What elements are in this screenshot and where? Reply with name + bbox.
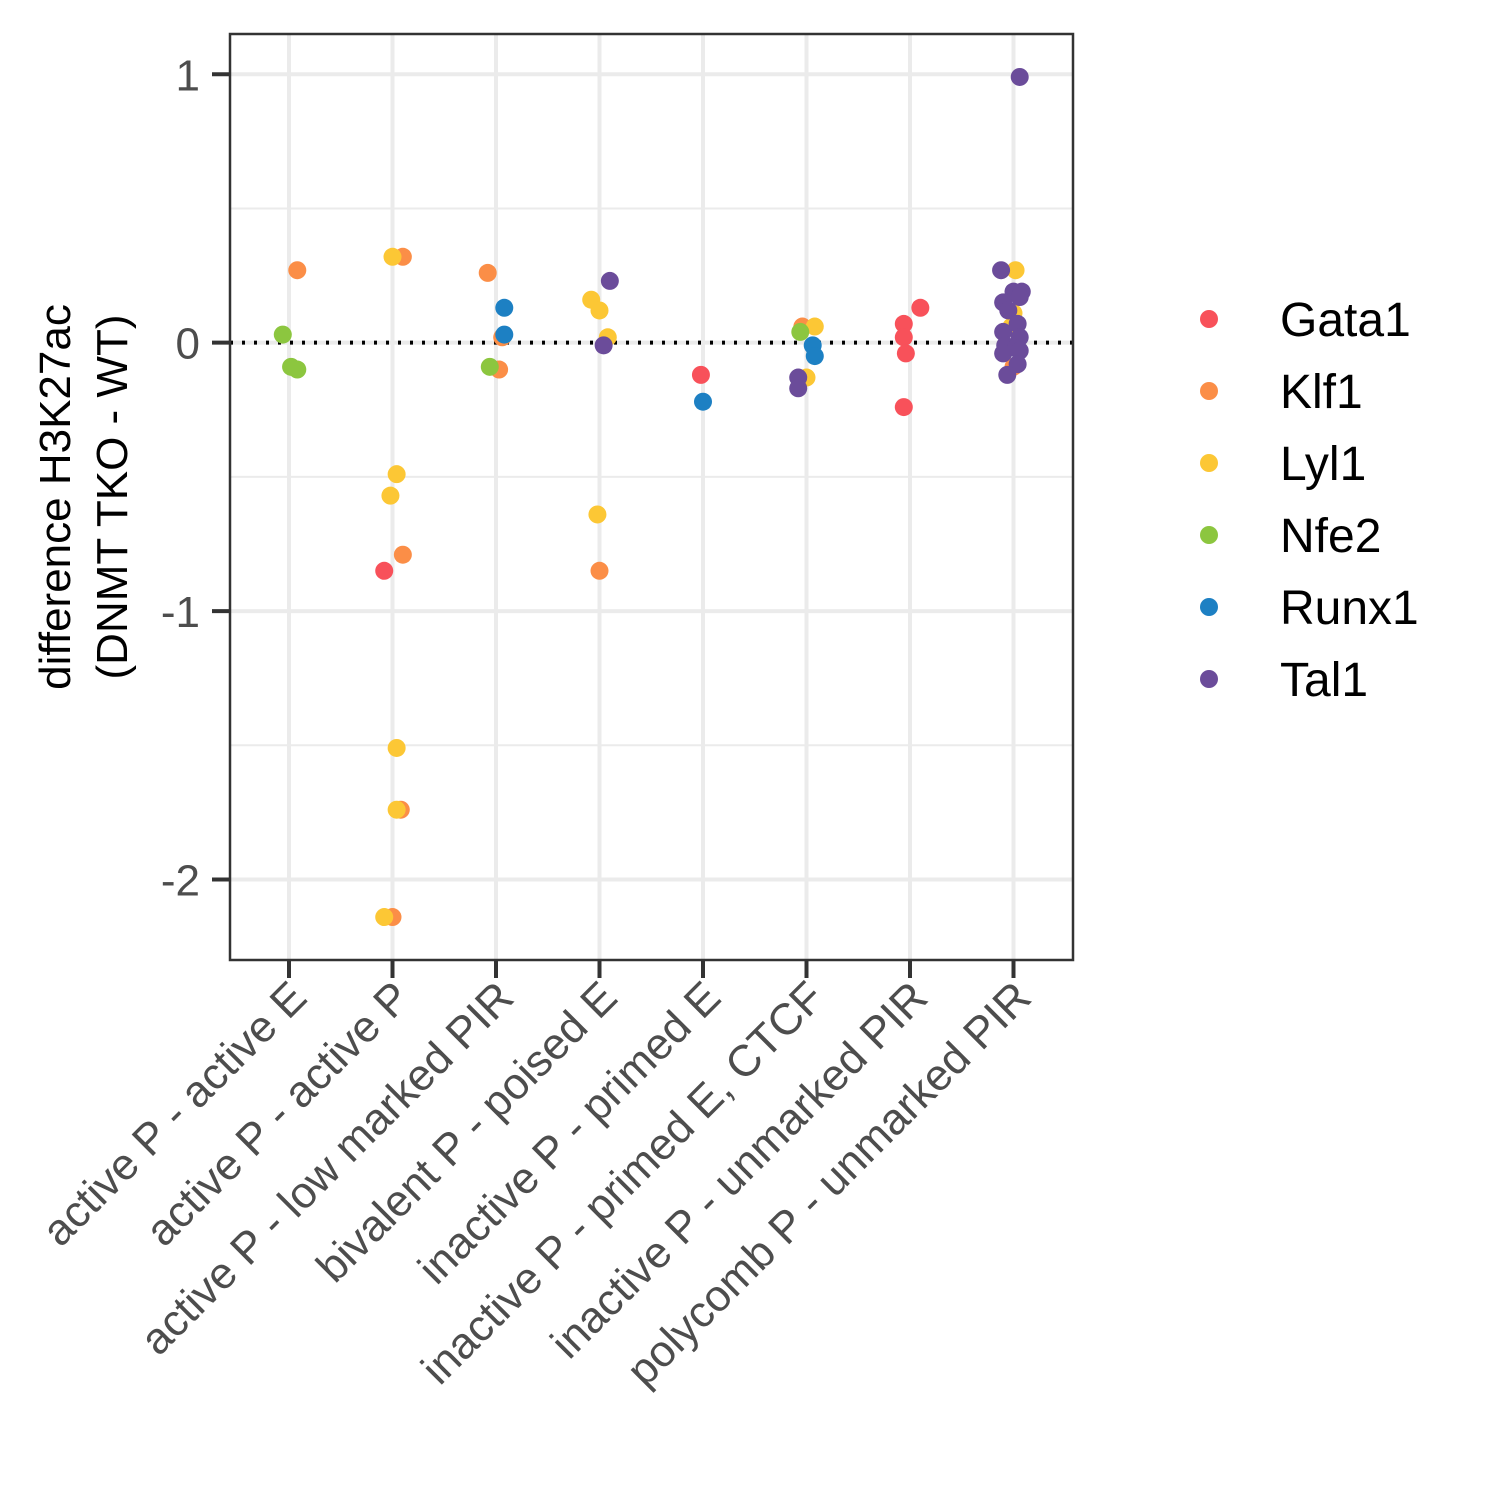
data-point-lyl1 [1006,261,1025,280]
legend-key-lyl1 [1200,454,1218,472]
legend-item-nfe2: Nfe2 [1200,510,1381,563]
data-point-runx1 [495,298,514,317]
series-nfe2 [273,322,810,379]
data-point-gata1 [896,344,915,363]
series-gata1 [375,298,930,580]
data-point-tal1 [994,344,1013,363]
data-point-nfe2 [791,322,810,341]
series-tal1 [594,67,1031,398]
legend: Gata1 Klf1 Lyl1 Nfe2 Runx1 Tal1 [1200,294,1419,707]
legend-item-tal1: Tal1 [1200,654,1368,707]
data-point-lyl1 [387,738,406,757]
data-point-gata1 [894,314,913,333]
panel-border [228,32,1075,962]
data-point-runx1 [495,325,514,344]
data-point-nfe2 [480,357,499,376]
data-points [273,67,1031,927]
data-point-klf1 [288,261,307,280]
data-point-lyl1 [387,465,406,484]
legend-label: Nfe2 [1280,510,1381,563]
data-point-klf1 [478,263,497,282]
legend-key-tal1 [1200,670,1218,688]
data-point-tal1 [1010,341,1029,360]
data-point-lyl1 [590,301,609,320]
data-point-tal1 [600,271,619,290]
series-lyl1 [375,247,1025,927]
series-runx1 [495,298,824,411]
data-point-klf1 [393,545,412,564]
data-point-tal1 [992,261,1011,280]
y-axis: 1 0 -1 -2 [161,51,230,905]
legend-item-lyl1: Lyl1 [1200,438,1366,491]
y-axis-title-line: (DNMT TKO - WT) [88,315,137,680]
legend-item-runx1: Runx1 [1200,582,1419,635]
y-tick-label: 1 [176,51,200,100]
data-point-gata1 [375,561,394,580]
legend-item-gata1: Gata1 [1200,294,1411,347]
data-point-tal1 [999,301,1018,320]
data-point-lyl1 [387,800,406,819]
data-point-gata1 [894,328,913,347]
grid-minor [230,207,1073,747]
legend-label: Gata1 [1280,294,1411,347]
data-point-tal1 [1008,314,1027,333]
data-point-lyl1 [375,908,394,927]
grid-major [230,34,1073,960]
data-point-runx1 [805,347,824,366]
legend-key-runx1 [1200,598,1218,616]
data-point-klf1 [590,561,609,580]
legend-label: Klf1 [1280,366,1363,419]
data-point-tal1 [1010,67,1029,86]
legend-key-nfe2 [1200,526,1218,544]
y-axis-title: difference H3K27ac (DNMT TKO - WT) [31,304,137,690]
data-point-gata1 [691,365,710,384]
data-point-gata1 [911,298,930,317]
data-point-nfe2 [288,360,307,379]
data-point-lyl1 [383,247,402,266]
y-tick-label: -2 [161,856,200,905]
legend-key-gata1 [1200,310,1218,328]
legend-item-klf1: Klf1 [1200,366,1363,419]
data-point-gata1 [894,398,913,417]
data-point-tal1 [789,379,808,398]
data-point-lyl1 [381,486,400,505]
y-tick-label: 0 [176,320,200,369]
legend-label: Runx1 [1280,582,1419,635]
data-point-lyl1 [805,317,824,336]
data-point-nfe2 [273,325,292,344]
data-point-tal1 [998,365,1017,384]
data-point-lyl1 [588,505,607,524]
data-point-runx1 [694,392,712,411]
data-point-tal1 [1010,288,1029,307]
legend-label: Tal1 [1280,654,1368,707]
data-point-tal1 [594,336,613,355]
y-axis-title-line: difference H3K27ac [31,304,80,690]
data-point-tal1 [994,322,1013,341]
legend-key-klf1 [1200,382,1218,400]
legend-label: Lyl1 [1280,438,1366,491]
y-tick-label: -1 [161,588,200,637]
